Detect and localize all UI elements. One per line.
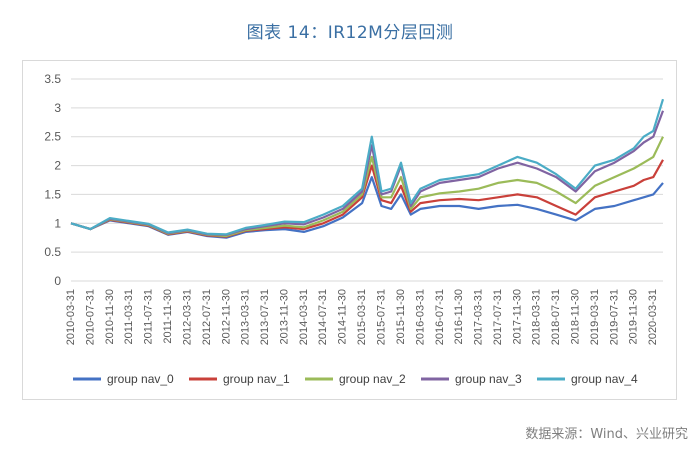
x-tick-label: 2015-03-31 xyxy=(356,289,368,345)
y-tick-label: 3.5 xyxy=(44,72,61,86)
x-tick-label: 2018-03-31 xyxy=(531,289,543,345)
y-tick-label: 1.5 xyxy=(44,187,61,201)
series-line-4 xyxy=(70,98,665,236)
legend-label: group nav_3 xyxy=(455,372,522,386)
source-note: 数据来源：Wind、兴业研究 xyxy=(525,427,688,442)
x-tick-label: 2016-03-31 xyxy=(414,289,426,345)
x-tick-label: 2014-03-31 xyxy=(298,289,310,345)
chart-title: 图表 14：IR12M分层回测 xyxy=(246,23,454,43)
x-tick-label: 2012-07-31 xyxy=(201,289,213,345)
x-tick-label: 2019-03-31 xyxy=(589,289,601,345)
y-tick-label: 2.5 xyxy=(44,130,61,144)
x-tick-label: 2012-03-31 xyxy=(181,289,193,345)
x-tick-label: 2013-03-31 xyxy=(240,289,252,345)
x-tick-label: 2017-07-31 xyxy=(492,289,504,345)
x-tick-label: 2017-11-30 xyxy=(511,289,523,344)
y-tick-label: 0.5 xyxy=(44,245,61,259)
x-tick-label: 2015-07-31 xyxy=(375,289,387,345)
series-line-3 xyxy=(70,110,665,236)
x-tick-label: 2011-03-31 xyxy=(123,289,135,344)
x-tick-label: 2010-07-31 xyxy=(84,289,96,345)
legend-label: group nav_1 xyxy=(223,372,290,386)
y-tick-label: 1 xyxy=(54,216,61,230)
x-tick-label: 2011-07-31 xyxy=(143,289,155,344)
x-tick-label: 2010-03-31 xyxy=(65,289,77,345)
legend-label: group nav_4 xyxy=(571,372,638,386)
x-tick-label: 2016-11-30 xyxy=(453,289,465,344)
chart-frame: 0 0.5 1 1.5 2 2.5 3 3.5 2010-03-31 2010-07-31 2010… xyxy=(22,60,677,400)
x-tick-label: 2019-07-31 xyxy=(608,289,620,345)
x-tick-label: 2018-11-30 xyxy=(570,289,582,344)
x-tick-label: 2017-03-31 xyxy=(472,289,484,345)
x-tick-label: 2011-11-30 xyxy=(162,289,174,344)
x-tick-label: 2012-11-30 xyxy=(220,289,232,344)
x-tick-label: 2014-11-30 xyxy=(337,289,349,344)
y-tick-label: 0 xyxy=(54,274,61,288)
legend-label: group nav_0 xyxy=(107,372,174,386)
x-tick-label: 2013-11-30 xyxy=(278,289,290,344)
x-tick-label: 2018-07-31 xyxy=(550,289,562,345)
y-tick-label: 2 xyxy=(54,159,61,173)
x-tick-label: 2010-11-30 xyxy=(104,289,116,344)
x-tick-label: 2020-03-31 xyxy=(647,289,659,345)
x-tick-label: 2014-07-31 xyxy=(317,289,329,345)
x-tick-label: 2015-11-30 xyxy=(395,289,407,344)
x-tick-label: 2016-07-31 xyxy=(434,289,446,345)
y-tick-label: 3 xyxy=(54,101,61,115)
line-chart: 0 0.5 1 1.5 2 2.5 3 3.5 2010-03-31 2010-07-31 2010… xyxy=(44,72,665,386)
x-tick-label: 2013-07-31 xyxy=(259,289,271,345)
x-tick-label: 2019-11-30 xyxy=(628,289,640,344)
legend-label: group nav_2 xyxy=(339,372,406,386)
